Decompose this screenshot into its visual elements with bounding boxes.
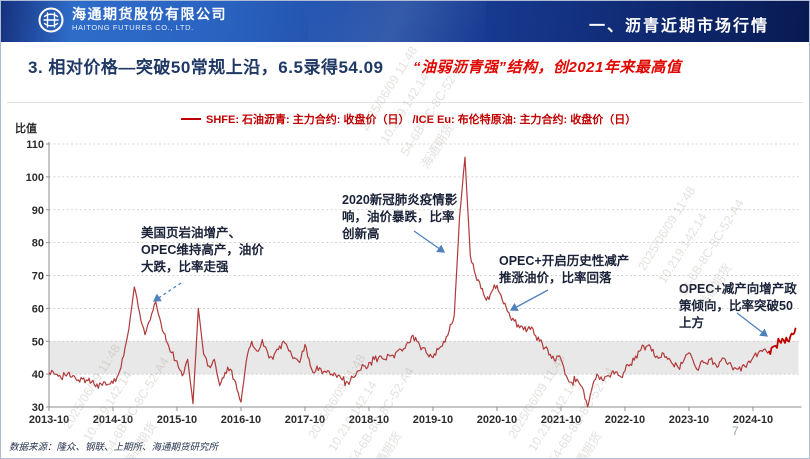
normal-range-band [49,341,799,375]
y-tick-label: 50 [32,336,44,348]
annotation-line: 美国页岩油增产、 [141,226,242,240]
company-name-cn: 海通期货股份有限公司 [72,8,227,23]
annotation-arrow-opec-cut [509,289,549,311]
header-bar: 海通期货股份有限公司 HAITONG FUTURES CO., LTD. 一、沥… [1,1,809,42]
x-tick-label: 2021-10 [541,414,581,426]
chart-frame [7,102,803,103]
y-tick-label: 40 [32,369,44,381]
x-tick-label: 2019-10 [413,414,453,426]
company-name-en: HAITONG FUTURES CO., LTD. [72,23,194,32]
annotation-line: 策倾向，比率突破50 [679,299,793,313]
y-tick-label: 60 [32,303,44,315]
page-title: 3. 相对价格—突破50常规上沿，6.5录得54.09 [28,58,384,77]
y-tick-label: 30 [32,402,44,414]
y-tick-label: 110 [26,139,44,151]
y-tick-label: 90 [32,205,44,217]
data-source-note: 数据来源：隆众、钢联、上期所、海通期货研究所 [9,443,219,453]
legend-label: SHFE: 石油沥青: 主力合约: 收盘价（日） /ICE Eu: 布伦特原油:… [206,114,637,126]
ratio-line [48,156,797,408]
annotation-opec-increase: OPEC+减产向增产政 策倾向，比率突破50 上方 [679,281,797,332]
annotation-line: OPEC+减产向增产政 [679,282,797,296]
annotation-line: 2020新冠肺炎疫情影 [342,193,458,207]
annotation-line: 创新高 [342,227,380,241]
annotation-shale-oil: 美国页岩油增产、 OPEC维持高产，油价 大跌，比率走强 [141,225,264,276]
ratio-line-recent-highlight [768,327,797,356]
haitong-logo: 海通期货股份有限公司 HAITONG FUTURES CO., LTD. [37,6,227,34]
section-title: 一、沥青近期市场行情 [588,18,769,35]
annotation-line: 大跌，比率走强 [141,260,229,274]
subtitle-highlight: “油弱沥青强”结构，创2021年来最高值 [413,59,682,76]
y-axis-label: 比值 [15,121,37,135]
chart-plot-area: 30 40 50 60 70 80 90 100 110 比值 2013-10 2014-10 2015… [15,121,802,426]
y-tick-label: 70 [32,271,44,283]
x-tick-label: 2013-10 [29,414,69,426]
page-number: 7 [732,424,739,438]
annotation-arrows [152,230,769,337]
x-tick-label: 2020-10 [477,414,517,426]
annotation-opec-cut: OPEC+开启历史性减产 推涨油价，比率回落 [499,253,629,287]
annotation-arrow-shale-oil [152,282,182,302]
x-tick-label: 2014-10 [93,414,133,426]
annotation-line: 推涨油价，比率回落 [499,271,612,285]
x-tick-label: 2023-10 [669,414,709,426]
x-tick-label: 2016-10 [221,414,261,426]
y-tick-label: 80 [32,238,44,250]
annotation-arrow-covid [413,230,446,253]
annotation-line: 上方 [679,316,705,330]
x-tick-label: 2018-10 [349,414,389,426]
annotation-line: 响，油价暴跌，比率 [342,210,455,224]
haitong-logo-icon [38,7,64,33]
company-name: 海通期货股份有限公司 HAITONG FUTURES CO., LTD. [72,8,227,32]
x-tick-label: 2015-10 [157,414,197,426]
annotation-line: OPEC维持高产，油价 [141,243,264,257]
x-tick-label: 2017-10 [285,414,325,426]
annotation-covid: 2020新冠肺炎疫情影 响，油价暴跌，比率 创新高 [342,192,457,243]
y-tick-label: 100 [26,172,44,184]
x-tick-label: 2024-10 [733,414,773,426]
annotation-arrow-opec-increase [736,312,769,337]
legend-line-marker [181,118,201,120]
x-tick-label: 2022-10 [605,414,645,426]
chart-legend: SHFE: 石油沥青: 主力合约: 收盘价（日） /ICE Eu: 布伦特原油:… [181,111,636,127]
annotation-line: OPEC+开启历史性减产 [499,254,630,268]
